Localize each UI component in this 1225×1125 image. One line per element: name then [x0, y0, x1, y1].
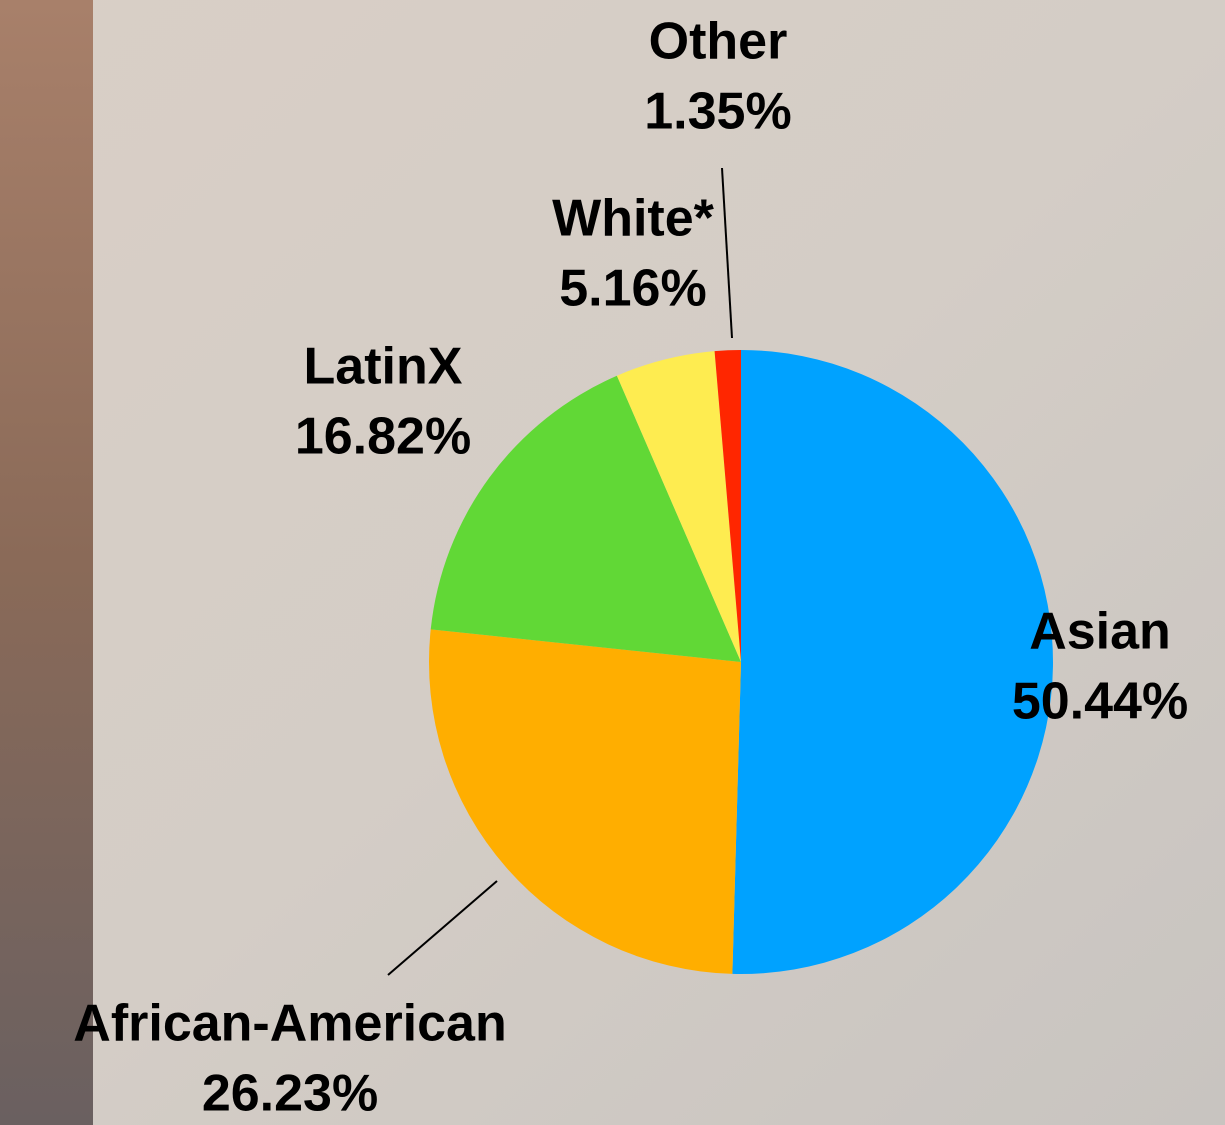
pie-slice [430, 375, 741, 662]
slice-value: 5.16% [559, 260, 706, 318]
pie-slice [429, 629, 741, 974]
photo-strip [0, 0, 93, 1125]
slice-value: 50.44% [1012, 673, 1188, 731]
pie-slice [732, 350, 1053, 974]
leader-line [721, 167, 733, 339]
slice-label: Other [649, 13, 788, 71]
pie-slice [616, 351, 741, 662]
slice-value: 1.35% [644, 83, 791, 141]
slice-value: 16.82% [295, 408, 471, 466]
slice-label: LatinX [304, 338, 463, 396]
pie-slice [714, 350, 741, 662]
slice-label: Asian [1029, 603, 1171, 661]
leader-line [387, 880, 498, 976]
slice-label: White* [552, 190, 715, 248]
slice-value: 26.23% [202, 1065, 378, 1123]
slice-label: African-American [73, 995, 506, 1053]
